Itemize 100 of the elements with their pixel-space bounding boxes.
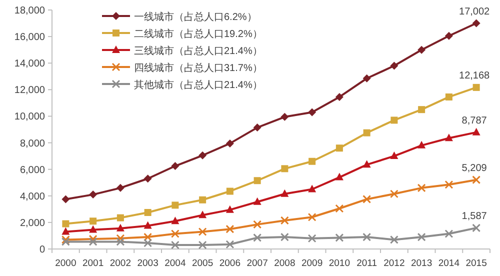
- data-label: 8,787: [462, 115, 488, 126]
- point: [444, 180, 454, 189]
- point: [89, 225, 98, 233]
- x-tick-label: 2005: [192, 258, 214, 269]
- x-tick-label: 2007: [246, 258, 268, 269]
- y-tick-label: 16,000: [14, 32, 46, 44]
- point: [226, 188, 234, 195]
- data-label: 17,002: [459, 6, 490, 18]
- point: [308, 212, 316, 222]
- point: [472, 224, 481, 232]
- point: [254, 177, 261, 184]
- point: [226, 240, 234, 249]
- point: [362, 74, 371, 82]
- point: [88, 237, 98, 246]
- legend-label: 二线城市（占总人口19.2%）: [134, 28, 262, 40]
- point: [144, 208, 152, 216]
- point: [198, 151, 207, 160]
- point: [116, 184, 124, 192]
- point: [308, 108, 316, 116]
- point: [390, 235, 398, 244]
- point: [418, 46, 426, 54]
- point: [116, 224, 124, 232]
- point: [390, 190, 398, 198]
- point: [62, 195, 70, 204]
- point: [253, 220, 262, 229]
- y-tick-label: 0: [39, 244, 46, 256]
- point: [444, 32, 453, 40]
- point: [144, 221, 152, 229]
- y-tick-label: 2,000: [20, 218, 46, 229]
- point: [281, 165, 288, 172]
- x-tick-label: 2002: [110, 258, 132, 269]
- point: [280, 189, 289, 197]
- x-tick-label: 2006: [219, 258, 241, 269]
- y-tick-label: 12,000: [14, 85, 46, 96]
- x-tick-label: 2008: [274, 258, 296, 269]
- y-tick-label: 10,000: [14, 112, 46, 123]
- point: [390, 62, 398, 70]
- x-tick-label: 2012: [384, 258, 405, 269]
- data-label: 12,168: [459, 70, 490, 82]
- y-tick-label: 14,000: [14, 58, 46, 70]
- point: [472, 128, 480, 136]
- point: [144, 174, 152, 183]
- point: [170, 240, 180, 250]
- point: [90, 218, 97, 225]
- point: [89, 190, 98, 199]
- point: [62, 227, 70, 235]
- legend-label: 三线城市（占总人口21.4%）: [134, 45, 262, 57]
- y-tick-label: 6,000: [20, 164, 46, 176]
- x-tick-label: 2011: [356, 258, 378, 269]
- point: [116, 214, 124, 222]
- point: [335, 92, 344, 101]
- point: [116, 237, 125, 246]
- point: [198, 240, 207, 250]
- data-label: 1,587: [462, 210, 488, 222]
- point: [308, 234, 316, 243]
- point: [62, 220, 70, 228]
- x-tick-label: 2003: [137, 258, 158, 269]
- point: [226, 224, 234, 234]
- point: [253, 124, 262, 132]
- point: [280, 112, 289, 121]
- x-tick-label: 2004: [164, 258, 186, 269]
- point: [198, 210, 207, 218]
- point: [362, 232, 372, 242]
- point: [144, 238, 152, 248]
- point: [88, 234, 98, 244]
- point: [472, 176, 481, 184]
- legend-label: 一线城市（占总人口6.2%）: [134, 11, 257, 23]
- x-tick-label: 2001: [82, 258, 104, 269]
- point: [171, 162, 180, 170]
- point: [444, 229, 454, 238]
- legend-label: 其他城市（占总人口21.4%）: [134, 79, 262, 91]
- point: [335, 233, 344, 242]
- point: [362, 160, 371, 168]
- point: [418, 106, 426, 114]
- point: [445, 93, 452, 100]
- point: [171, 216, 180, 224]
- point: [253, 233, 262, 242]
- point: [417, 184, 426, 192]
- point: [198, 227, 207, 236]
- point: [172, 202, 179, 209]
- point: [253, 197, 262, 205]
- point: [472, 19, 480, 28]
- point: [308, 158, 316, 165]
- point: [362, 194, 372, 204]
- point: [144, 232, 152, 242]
- y-tick-label: 8,000: [20, 138, 46, 150]
- y-tick-label: 4,000: [20, 191, 46, 202]
- point: [280, 232, 289, 242]
- point: [199, 196, 206, 204]
- point: [390, 116, 398, 124]
- x-tick-label: 2010: [328, 258, 350, 269]
- x-tick-label: 2000: [55, 258, 76, 269]
- point: [226, 139, 234, 148]
- point: [308, 184, 316, 192]
- point: [417, 232, 426, 242]
- legend-label: 四线城市（占总人口31.7%）: [134, 62, 262, 74]
- data-label: 5,209: [462, 162, 488, 174]
- point: [363, 129, 370, 136]
- y-tick-label: 18,000: [14, 6, 46, 16]
- x-tick-label: 2013: [410, 258, 432, 269]
